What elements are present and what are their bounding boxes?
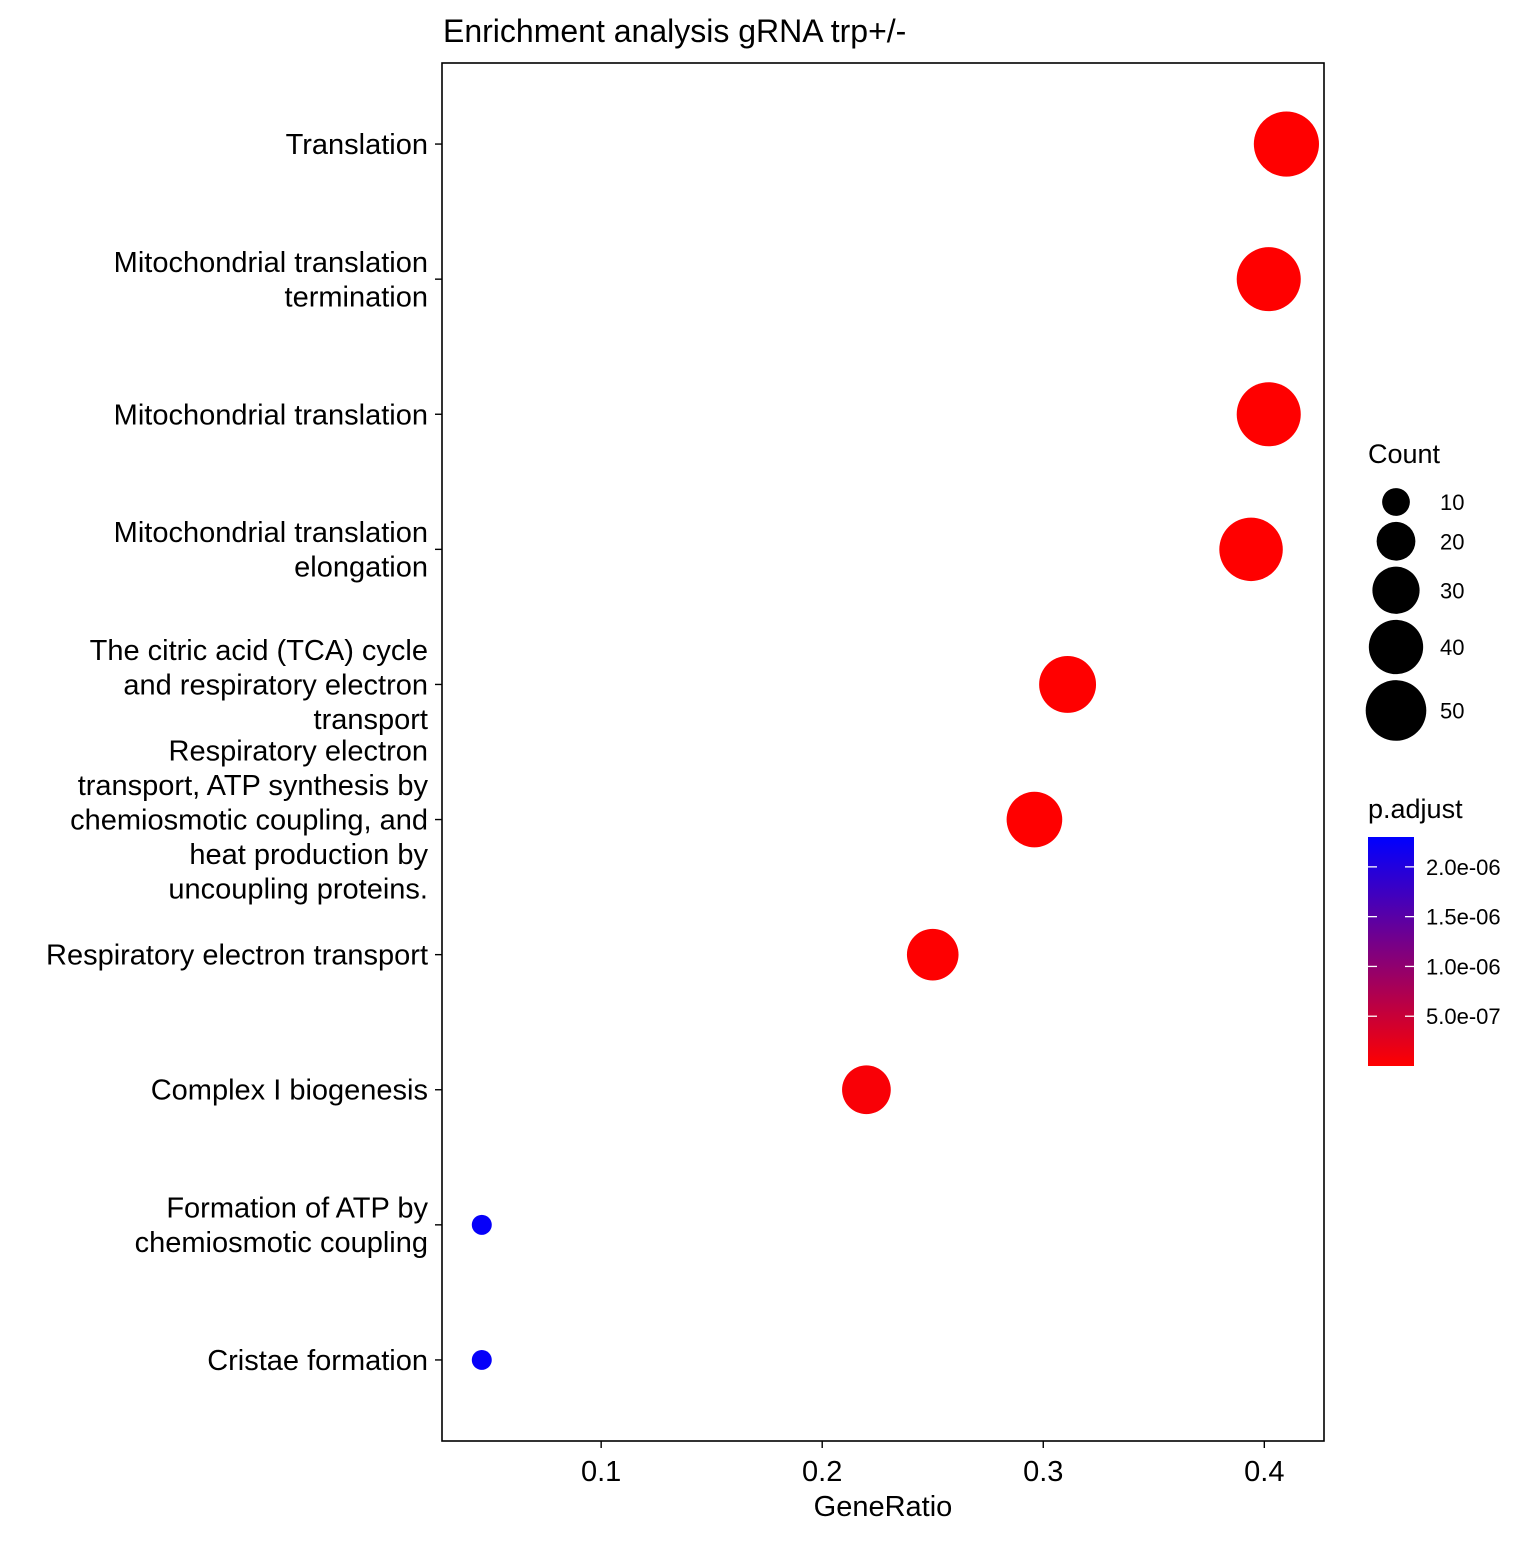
size-legend-key (1372, 566, 1420, 614)
y-tick-label-line: Mitochondrial translation (114, 399, 428, 431)
y-tick-label: Complex I biogenesis (151, 1075, 428, 1107)
size-legend-key (1376, 521, 1416, 561)
size-legend-key (1365, 680, 1427, 741)
y-tick-label-line: Mitochondrial translation (114, 517, 428, 549)
y-tick-label-line: uncoupling proteins. (168, 874, 428, 906)
size-legend-title: Count (1368, 439, 1441, 469)
y-tick-label-line: Cristae formation (207, 1345, 428, 1377)
data-point (906, 928, 959, 981)
y-tick-label-line: Translation (286, 129, 428, 161)
y-tick-label-line: chemiosmotic coupling, and (70, 805, 428, 837)
y-tick-label: Mitochondrial translation elongation (114, 517, 428, 584)
x-axis-label: GeneRatio (814, 1491, 953, 1523)
y-tick-label-line: transport (314, 704, 428, 736)
size-legend-label: 50 (1440, 698, 1464, 723)
data-point (1253, 111, 1320, 177)
color-legend-label: 5.0e-07 (1426, 1004, 1501, 1029)
data-points (471, 111, 1320, 1370)
data-point (1219, 517, 1283, 582)
y-tick-label: Mitochondrial translation termination (114, 247, 428, 314)
y-tick-label-line: and respiratory electron (123, 669, 428, 701)
x-tick-label: 0.2 (802, 1456, 842, 1488)
data-point (1006, 791, 1063, 848)
size-legend-label: 20 (1440, 529, 1464, 554)
color-legend-label: 1.5e-06 (1426, 905, 1501, 930)
data-point (1236, 382, 1301, 447)
y-tick-label: Formation of ATP by chemiosmotic coupling (135, 1193, 429, 1260)
x-axis: 0.1 0.2 0.3 0.4 (581, 1441, 1284, 1488)
y-tick-label-line: The citric acid (TCA) cycle (90, 635, 428, 667)
y-tick-label: Cristae formation (207, 1345, 428, 1377)
y-tick-label: Respiratory electron transport, ATP synth… (70, 736, 428, 906)
y-tick-label-line: Complex I biogenesis (151, 1075, 428, 1107)
color-legend-title: p.adjust (1368, 794, 1463, 824)
y-tick-label-line: transport, ATP synthesis by (78, 770, 429, 802)
size-legend-key (1382, 488, 1410, 516)
x-tick-label: 0.3 (1023, 1456, 1063, 1488)
y-tick-label-line: elongation (294, 552, 428, 584)
y-tick-label: The citric acid (TCA) cycle and respirato… (90, 635, 428, 736)
y-tick-label-line: Mitochondrial translation (114, 247, 428, 279)
y-tick-label-line: Respiratory electron (169, 736, 429, 768)
x-tick-label: 0.4 (1244, 1456, 1284, 1488)
plot-panel (441, 62, 1325, 1442)
size-legend-key (1368, 619, 1424, 675)
y-tick-label: Mitochondrial translation (114, 399, 428, 431)
data-point (1039, 655, 1097, 713)
color-legend-label: 2.0e-06 (1426, 855, 1501, 880)
y-tick-label-line: termination (285, 281, 428, 313)
color-bar (1368, 837, 1414, 1066)
data-point (471, 1349, 492, 1370)
data-point (471, 1214, 492, 1235)
data-point (1236, 247, 1301, 312)
data-point (842, 1065, 891, 1115)
y-tick-label-line: chemiosmotic coupling (135, 1227, 428, 1259)
color-legend-label: 1.0e-06 (1426, 954, 1501, 979)
chart-title: Enrichment analysis gRNA trp+/- (443, 13, 906, 49)
size-legend-label: 10 (1440, 490, 1464, 515)
size-legend: Count 10 20 30 40 50 (1365, 439, 1464, 741)
color-legend: p.adjust 5.0e-07 1.0e-06 1.5e-06 2.0e-06 (1368, 794, 1501, 1066)
size-legend-label: 30 (1440, 578, 1464, 603)
y-tick-label-line: Respiratory electron transport (46, 940, 428, 972)
y-tick-label-line: Formation of ATP by (166, 1193, 428, 1225)
y-tick-label: Translation (286, 129, 428, 161)
y-tick-label-line: heat production by (189, 839, 428, 871)
y-tick-label: Respiratory electron transport (46, 940, 428, 972)
size-legend-label: 40 (1440, 635, 1464, 660)
x-tick-label: 0.1 (581, 1456, 621, 1488)
